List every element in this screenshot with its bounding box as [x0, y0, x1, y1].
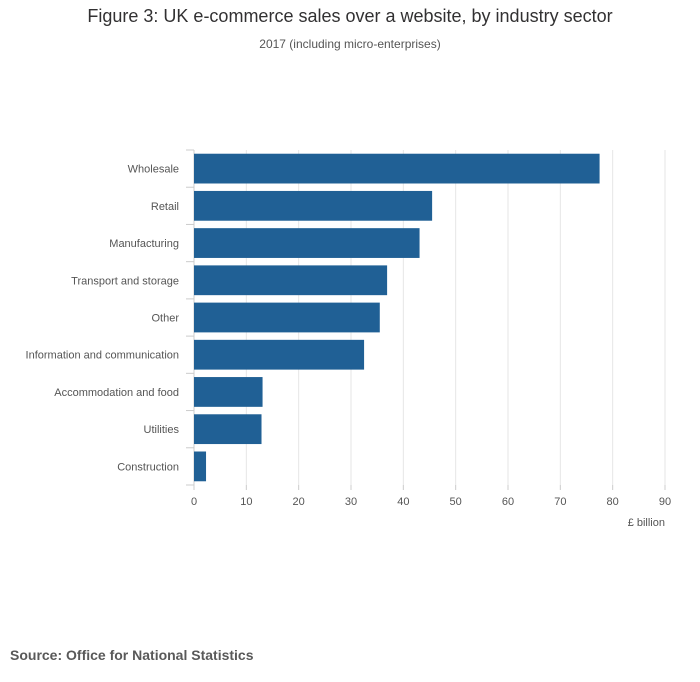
- bar: [194, 228, 420, 258]
- x-tick-label: 20: [293, 496, 305, 508]
- chart-subtitle: 2017 (including micro-enterprises): [259, 37, 441, 51]
- category-label: Other: [151, 313, 179, 325]
- category-label: Accommodation and food: [54, 387, 179, 399]
- x-tick-label: 30: [345, 496, 357, 508]
- category-label: Construction: [117, 461, 179, 473]
- bar: [194, 414, 262, 445]
- x-tick-labels: 0 10 20 30 40 50 60 70 80 90: [191, 496, 671, 508]
- bar-chart: Wholesale Retail Manufacturing Transport an…: [26, 149, 671, 529]
- category-label: Manufacturing: [109, 238, 179, 250]
- category-label: Retail: [151, 201, 179, 213]
- bar: [194, 302, 380, 333]
- x-tick-label: 40: [397, 496, 409, 508]
- bar: [194, 377, 263, 407]
- x-tick-label: 70: [554, 496, 566, 508]
- x-tick-label: 50: [450, 496, 462, 508]
- x-tick-label: 10: [240, 496, 252, 508]
- category-label: Utilities: [144, 424, 180, 436]
- x-tick-label: 0: [191, 496, 197, 508]
- category-labels: Wholesale Retail Manufacturing Transport an…: [26, 164, 180, 474]
- category-label: Wholesale: [128, 164, 179, 176]
- source-note: Source: Office for National Statistics: [10, 647, 254, 663]
- bars: [194, 153, 600, 482]
- bar: [194, 451, 207, 482]
- category-label: Information and communication: [26, 350, 179, 362]
- x-tick-label: 90: [659, 496, 671, 508]
- x-tick-label: 80: [607, 496, 619, 508]
- chart-title: Figure 3: UK e-commerce sales over a web…: [87, 6, 613, 26]
- bar: [194, 190, 433, 221]
- x-axis-label: £ billion: [628, 517, 665, 529]
- bar: [194, 153, 600, 184]
- bar: [194, 339, 365, 370]
- x-tick-label: 60: [502, 496, 514, 508]
- bar: [194, 265, 388, 296]
- category-label: Transport and storage: [71, 275, 179, 287]
